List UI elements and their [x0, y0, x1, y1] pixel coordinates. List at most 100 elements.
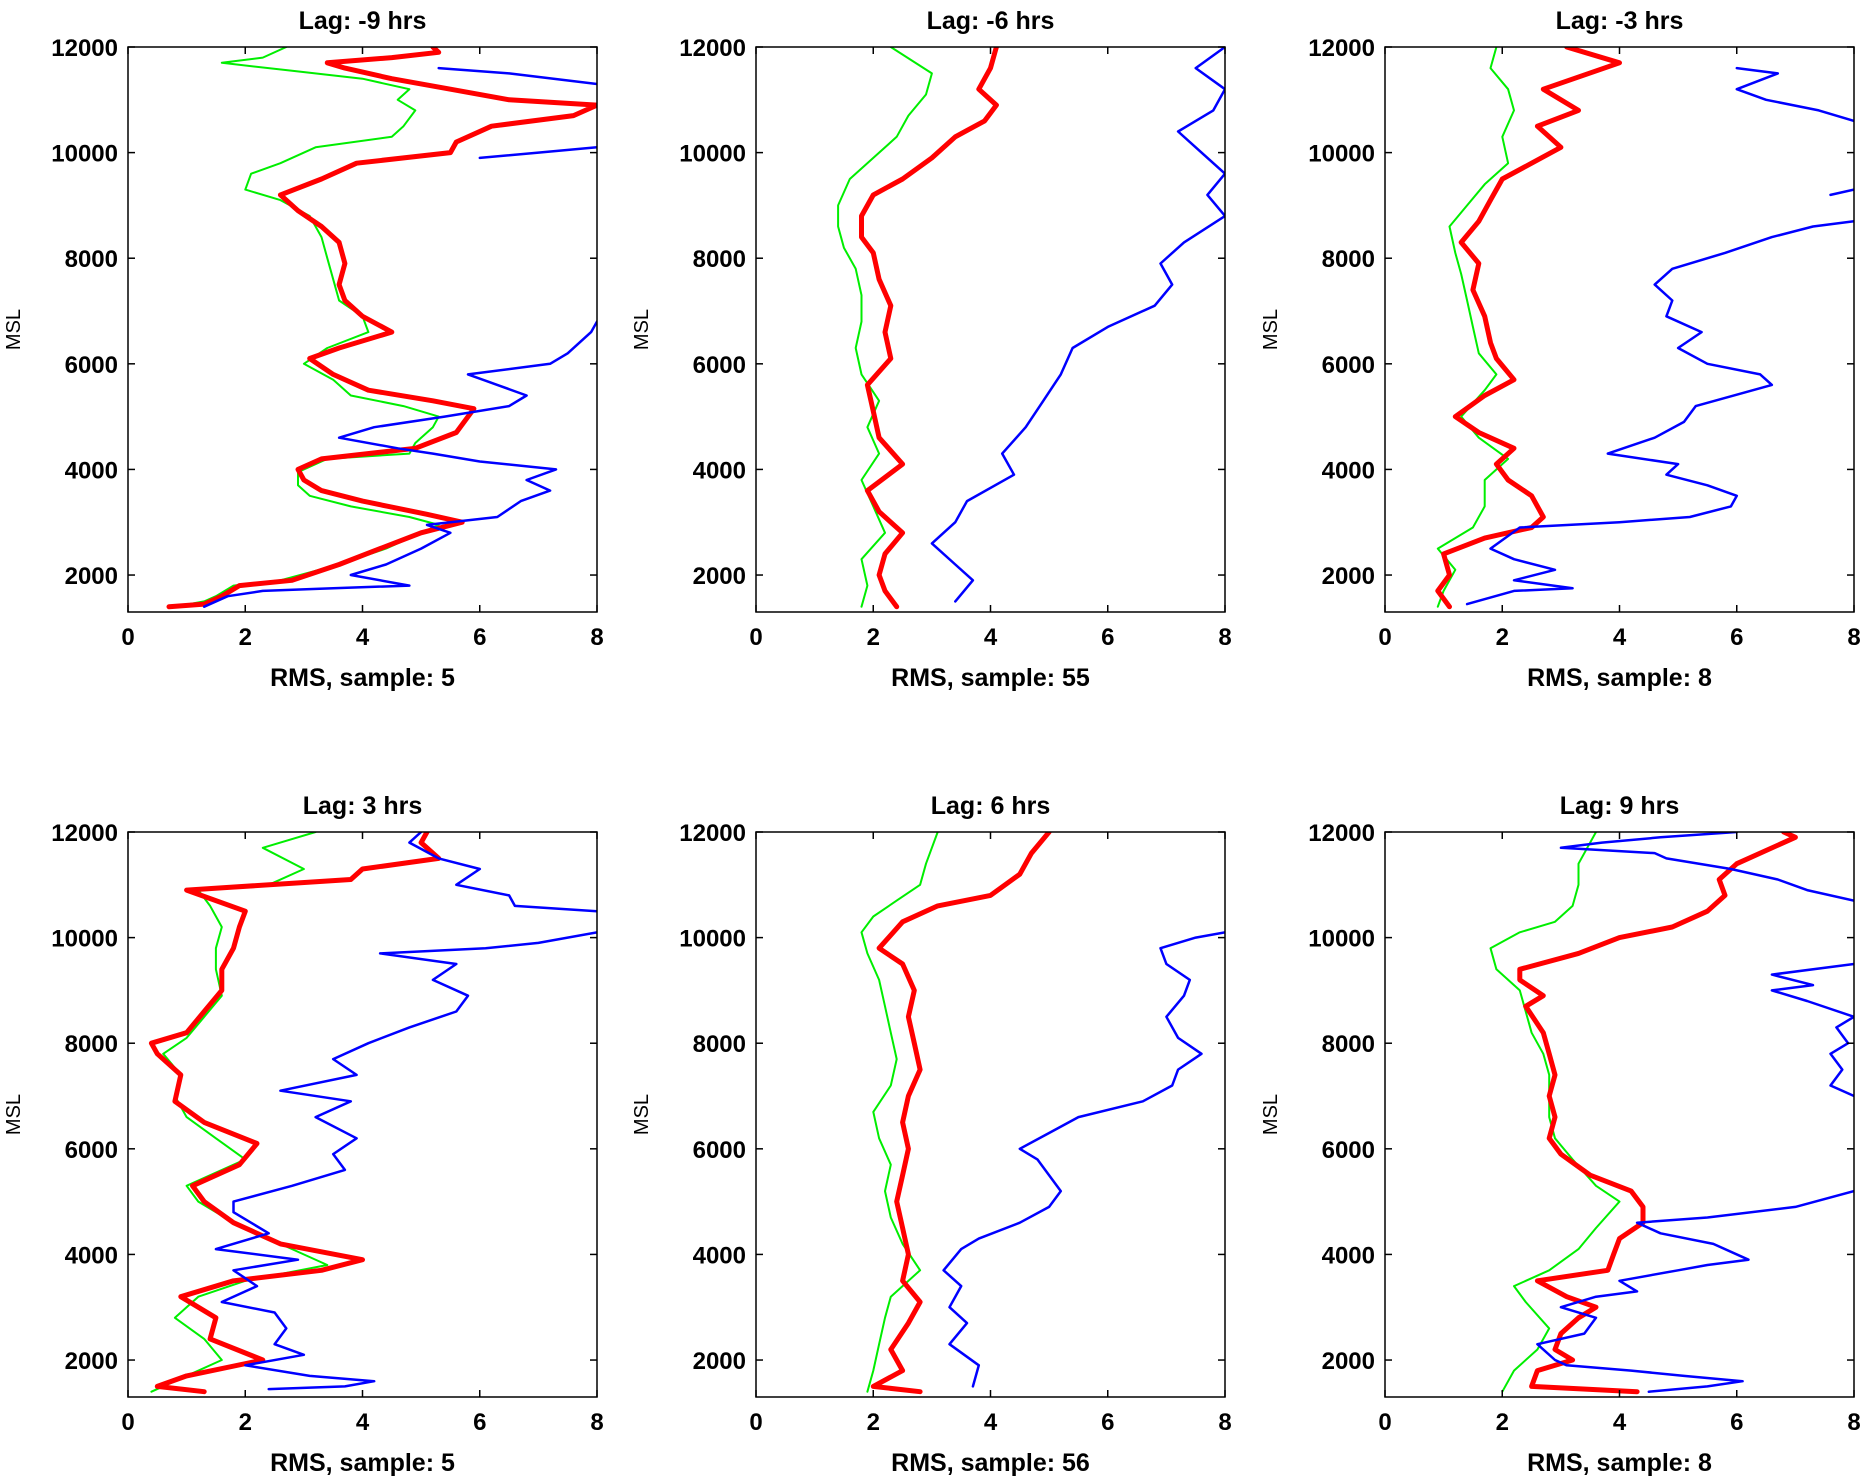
series-line-2 — [870, 832, 1052, 1395]
subplot-2: 0 2 4 6 8 2000 4000 6000 8000 10000 12000 Lag: -6 h… — [631, 7, 1232, 692]
x-axis-label: RMS, sample: 55 — [891, 664, 1090, 692]
y-tick-label: 4000 — [693, 1242, 746, 1269]
x-tick-label: 4 — [984, 624, 998, 651]
y-tick-label: 4000 — [1322, 457, 1375, 484]
x-tick-label: 8 — [590, 624, 603, 651]
x-tick-label: 2 — [239, 624, 252, 651]
series-line-5 — [1735, 66, 1854, 123]
subplot-title: Lag: -3 hrs — [1556, 7, 1684, 35]
x-tick-label: 8 — [1218, 624, 1231, 651]
y-tick-label: 12000 — [679, 35, 746, 62]
y-tick-label: 2000 — [1322, 563, 1375, 590]
x-tick-label: 6 — [1101, 1409, 1114, 1436]
y-tick-label: 8000 — [1322, 246, 1375, 273]
y-tick-label: 2000 — [65, 563, 118, 590]
x-tick-label: 8 — [590, 1409, 603, 1436]
subplot-title: Lag: 9 hrs — [1560, 792, 1679, 820]
series-line-3 — [1536, 1189, 1854, 1393]
plot-area — [1435, 47, 1854, 610]
y-axis-label: MSL — [631, 309, 653, 350]
series-line-4 — [1770, 962, 1854, 1098]
plot-area — [1489, 832, 1854, 1395]
x-axis-label: RMS, sample: 56 — [891, 1449, 1090, 1477]
series-line-5 — [437, 66, 597, 86]
y-tick-label: 10000 — [679, 141, 746, 168]
y-tick-label: 8000 — [693, 1031, 746, 1058]
y-tick-label: 8000 — [1322, 1031, 1375, 1058]
x-tick-label: 4 — [356, 1409, 370, 1436]
x-tick-label: 4 — [984, 1409, 998, 1436]
axes-frame — [1384, 46, 1855, 613]
subplot-5: 0 2 4 6 8 2000 4000 6000 8000 10000 12000 Lag: 6 hr… — [631, 792, 1232, 1477]
y-tick-label: 12000 — [51, 35, 118, 62]
plot-area — [166, 47, 597, 610]
y-axis-label: MSL — [1260, 1094, 1282, 1135]
series-line-1 — [173, 47, 440, 608]
y-tick-label: 6000 — [1322, 1137, 1375, 1164]
y-tick-label: 2000 — [693, 563, 746, 590]
x-tick-label: 0 — [749, 624, 762, 651]
y-tick-label: 8000 — [65, 246, 118, 273]
x-tick-label: 8 — [1218, 1409, 1231, 1436]
x-tick-label: 0 — [749, 1409, 762, 1436]
subplot-1: 0 2 4 6 8 2000 4000 6000 8000 10000 12000 Lag: -9 h… — [3, 7, 604, 692]
series-line-1 — [150, 832, 329, 1393]
plot-area — [148, 832, 597, 1395]
x-tick-label: 6 — [473, 1409, 486, 1436]
x-tick-label: 6 — [1730, 1409, 1743, 1436]
series-line-4 — [408, 832, 597, 913]
y-tick-label: 4000 — [65, 1242, 118, 1269]
y-tick-label: 6000 — [65, 1137, 118, 1164]
x-tick-label: 0 — [121, 1409, 134, 1436]
subplot-3: 0 2 4 6 8 2000 4000 6000 8000 10000 12000 Lag: -3 h… — [1260, 7, 1861, 692]
x-tick-label: 8 — [1847, 624, 1860, 651]
x-axis-label: RMS, sample: 5 — [270, 1449, 455, 1477]
plot-area — [860, 832, 1225, 1395]
y-tick-label: 4000 — [693, 457, 746, 484]
y-axis-label: MSL — [3, 1094, 25, 1135]
y-tick-label: 2000 — [1322, 1348, 1375, 1375]
y-tick-label: 10000 — [1308, 926, 1375, 953]
y-tick-label: 2000 — [693, 1348, 746, 1375]
axes-frame — [127, 831, 598, 1398]
y-axis-label: MSL — [1260, 309, 1282, 350]
subplot-title: Lag: 3 hrs — [303, 792, 422, 820]
x-axis-label: RMS, sample: 5 — [270, 664, 455, 692]
series-line-3 — [930, 47, 1225, 603]
y-tick-label: 4000 — [1322, 1242, 1375, 1269]
series-line-3 — [942, 931, 1225, 1388]
axes-frame — [755, 46, 1226, 613]
series-line-2 — [148, 832, 442, 1395]
x-axis-label: RMS, sample: 8 — [1527, 664, 1712, 692]
x-tick-label: 4 — [1613, 1409, 1627, 1436]
subplot-title: Lag: -6 hrs — [927, 7, 1055, 35]
y-tick-label: 10000 — [51, 141, 118, 168]
series-line-1 — [1489, 832, 1621, 1393]
series-line-1 — [1436, 47, 1515, 608]
y-tick-label: 6000 — [693, 352, 746, 379]
series-line-2 — [166, 47, 597, 610]
subplot-4: 0 2 4 6 8 2000 4000 6000 8000 10000 12000 Lag: 3 hr… — [3, 792, 604, 1477]
series-line-3 — [202, 320, 597, 608]
series-line-5 — [1559, 832, 1854, 902]
subplot-title: Lag: -9 hrs — [299, 7, 427, 35]
y-tick-label: 12000 — [1308, 820, 1375, 847]
x-tick-label: 6 — [1101, 624, 1114, 651]
axes-frame — [1384, 831, 1855, 1398]
subplot-title: Lag: 6 hrs — [931, 792, 1050, 820]
y-tick-label: 4000 — [65, 457, 118, 484]
series-line-3 — [214, 931, 597, 1391]
axes-frame — [127, 46, 598, 613]
y-tick-label: 6000 — [65, 352, 118, 379]
y-tick-label: 12000 — [51, 820, 118, 847]
subplot-6: 0 2 4 6 8 2000 4000 6000 8000 10000 12000 Lag: 9 hr… — [1260, 792, 1861, 1477]
y-axis-label: MSL — [3, 309, 25, 350]
x-tick-label: 8 — [1847, 1409, 1860, 1436]
y-tick-label: 6000 — [693, 1137, 746, 1164]
y-tick-label: 6000 — [1322, 352, 1375, 379]
series-line-1 — [837, 47, 933, 608]
y-axis-label: MSL — [631, 1094, 653, 1135]
x-tick-label: 2 — [1496, 624, 1509, 651]
series-line-4 — [1829, 188, 1854, 197]
